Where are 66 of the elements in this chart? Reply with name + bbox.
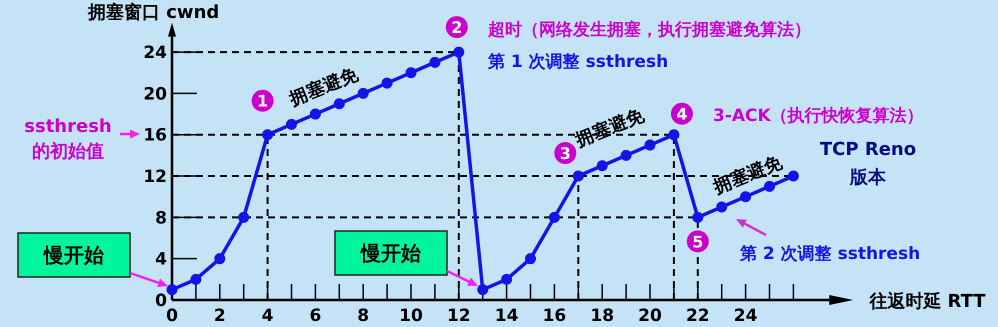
- point: [548, 212, 560, 223]
- x-tick-label: 2: [214, 306, 226, 326]
- y-tick-label: 8: [155, 208, 167, 228]
- point: [262, 129, 274, 140]
- x-tick-label: 6: [309, 306, 322, 326]
- point: [788, 170, 799, 182]
- x-tick-label: 10: [399, 306, 423, 326]
- annotation: 慢开始: [360, 241, 422, 265]
- annotation: 第 2 次调整 ssthresh: [740, 244, 920, 264]
- point: [477, 284, 488, 296]
- x-tick-label: 20: [638, 306, 662, 326]
- annotation: 1: [252, 90, 274, 112]
- annotation: 超时（网络发生拥塞，执行拥塞避免算法）: [488, 20, 811, 40]
- annotation: 2: [451, 18, 462, 38]
- annotation: 1: [257, 92, 268, 111]
- point: [740, 191, 752, 202]
- point: [382, 78, 393, 89]
- annotation: ssthresh 的初始值: [24, 116, 112, 162]
- x-axis-title: 往返时延 RTT: [868, 291, 986, 312]
- x-tick-label: 22: [686, 306, 710, 326]
- x-tick-label: 16: [542, 306, 566, 326]
- annotation: 第 1 次调整 ssthresh: [488, 52, 668, 72]
- point: [406, 67, 416, 78]
- point: [453, 46, 464, 58]
- y-tick-label: 16: [143, 126, 167, 146]
- point: [238, 212, 250, 223]
- point: [190, 274, 202, 285]
- annotation: 3: [554, 142, 576, 164]
- point: [358, 88, 369, 99]
- point: [334, 98, 345, 110]
- x-tick-label: 12: [446, 306, 471, 326]
- point: [310, 108, 321, 120]
- point: [572, 170, 584, 182]
- y-tick-label: 20: [143, 84, 168, 104]
- y-tick-label: 0: [155, 291, 168, 311]
- point: [692, 212, 704, 223]
- point: [501, 274, 512, 285]
- y-axis-title: 拥塞窗口 cwnd: [87, 2, 220, 23]
- point: [525, 253, 536, 264]
- point: [286, 118, 297, 130]
- point: [429, 56, 440, 68]
- annotation: 3-ACK（执行快恢复算法）: [713, 106, 924, 126]
- y-tick-label: 4: [155, 250, 168, 270]
- point: [620, 150, 632, 161]
- x-tick-label: 4: [262, 306, 274, 326]
- point: [668, 129, 680, 140]
- x-tick-label: 18: [590, 306, 614, 326]
- point: [764, 180, 775, 192]
- annotation: 3: [560, 144, 571, 164]
- annotation: 2: [446, 16, 468, 38]
- y-tick-label: 12: [143, 167, 167, 188]
- annotation: 4: [670, 102, 693, 125]
- annotation: 5: [692, 232, 704, 252]
- point: [716, 202, 728, 213]
- x-tick-label: 14: [494, 306, 519, 326]
- point: [644, 140, 656, 151]
- point: [596, 160, 608, 172]
- point: [214, 253, 226, 264]
- annotation: 4: [676, 104, 688, 124]
- annotation: 5: [686, 230, 709, 252]
- annotation: TCP Reno 版本: [820, 139, 916, 188]
- point: [166, 284, 178, 296]
- y-tick-label: 24: [143, 43, 168, 64]
- x-tick-label: 8: [357, 306, 370, 326]
- annotation: 拥塞避免: [286, 64, 362, 110]
- x-tick-label: 24: [734, 306, 758, 326]
